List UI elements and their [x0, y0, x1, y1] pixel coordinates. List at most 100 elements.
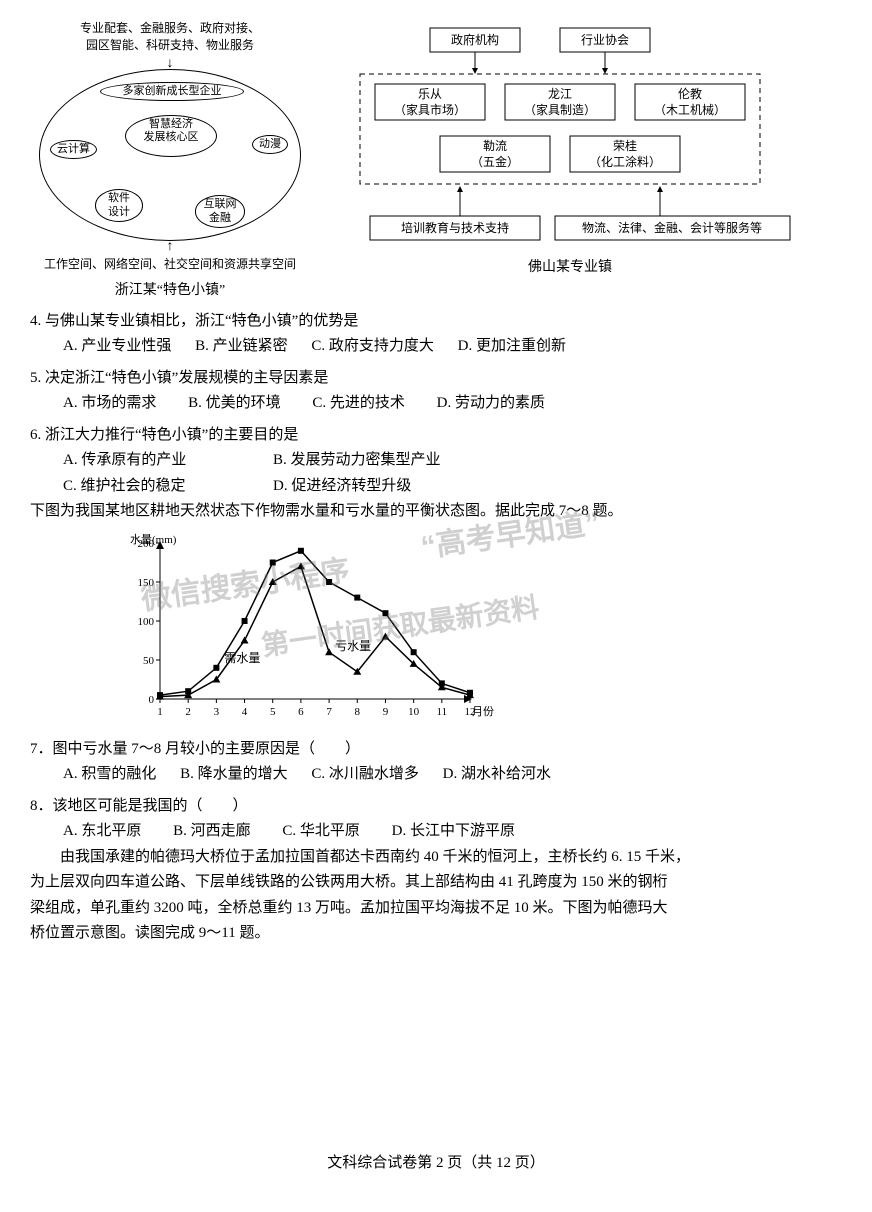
fs-lecong2: （家具市场） [394, 102, 466, 117]
q5-stem: 5. 决定浙江“特色小镇”发展规模的主导因素是 [30, 366, 842, 392]
zj-bottom-text: 工作空间、网络空间、社交空间和资源共享空间 [30, 256, 310, 273]
svg-text:100: 100 [138, 616, 155, 628]
zj-core-line1: 智慧经济 [149, 118, 193, 130]
q7-opt-A: A. 积雪的融化 [63, 762, 156, 788]
chart-svg: 050100150200123456789101112月份水量(mm)需水量亏水… [120, 531, 500, 731]
svg-text:11: 11 [437, 706, 448, 718]
q7-options: A. 积雪的融化 B. 降水量的增大 C. 冰川融水增多 D. 湖水补给河水 [63, 762, 842, 788]
diagram-row: 专业配套、金融服务、政府对接、 园区智能、科研支持、物业服务 ↓ 多家创新成长型… [30, 20, 842, 299]
svg-text:10: 10 [408, 706, 420, 718]
q4-options: A. 产业专业性强 B. 产业链紧密 C. 政府支持力度大 D. 更加注重创新 [63, 334, 842, 360]
up-arrow-icon: ↑ [30, 241, 310, 252]
svg-text:150: 150 [138, 577, 155, 589]
svg-text:4: 4 [242, 706, 248, 718]
fs-diagram: 政府机构 行业协会 乐从 （家具市场） 龙江 （家具制造） [320, 20, 820, 276]
q7-opt-B: B. 降水量的增大 [180, 762, 288, 788]
svg-text:5: 5 [270, 706, 276, 718]
down-arrow-icon: ↓ [30, 58, 310, 69]
question-6: 6. 浙江大力推行“特色小镇”的主要目的是 A. 传承原有的产业 B. 发展劳动… [30, 423, 842, 500]
svg-text:50: 50 [143, 655, 155, 667]
page-footer: 文科综合试卷第 2 页（共 12 页） [0, 1151, 872, 1172]
zj-br-line2: 金融 [209, 212, 231, 224]
zj-bl-node: 软件 设计 [95, 189, 143, 221]
svg-text:0: 0 [149, 694, 155, 706]
q78-intro: 下图为我国某地区耕地天然状态下作物需水量和亏水量的平衡状态图。据此完成 7～8 … [30, 499, 842, 525]
fs-longjiang1: 龙江 [548, 87, 572, 101]
q4-stem: 4. 与佛山某专业镇相比，浙江“特色小镇”的优势是 [30, 309, 842, 335]
q8-options: A. 东北平原 B. 河西走廊 C. 华北平原 D. 长江中下游平原 [63, 819, 842, 845]
q4-opt-A: A. 产业专业性强 [63, 334, 171, 360]
q911-l2: 为上层双向四车道公路、下层单线铁路的公铁两用大桥。其上部结构由 41 孔跨度为 … [30, 870, 842, 896]
fs-gov: 政府机构 [451, 32, 499, 47]
fs-lunjiao1: 伦教 [678, 86, 702, 101]
q5-opt-C: C. 先进的技术 [312, 391, 405, 417]
zj-diagram: 专业配套、金融服务、政府对接、 园区智能、科研支持、物业服务 ↓ 多家创新成长型… [30, 20, 310, 299]
q5-opt-A: A. 市场的需求 [63, 391, 156, 417]
zj-top-line1: 专业配套、金融服务、政府对接、 [80, 21, 260, 35]
water-chart: 050100150200123456789101112月份水量(mm)需水量亏水… [120, 531, 842, 731]
zj-outer-label: 多家创新成长型企业 [100, 82, 244, 101]
zj-left-node: 云计算 [50, 140, 97, 159]
zj-bl-line2: 设计 [108, 206, 130, 218]
q4-opt-C: C. 政府支持力度大 [311, 334, 434, 360]
q6-opt-C: C. 维护社会的稳定 [63, 474, 273, 500]
fs-service: 物流、法律、金融、会计等服务等 [582, 220, 762, 235]
fs-longjiang2: （家具制造） [524, 102, 596, 117]
zj-br-line1: 互联网 [204, 198, 237, 210]
q4-opt-B: B. 产业链紧密 [195, 334, 288, 360]
q911-l3: 梁组成，单孔重约 3200 吨，全桥总重约 13 万吨。孟加拉国平均海拔不足 1… [30, 896, 842, 922]
svg-text:7: 7 [326, 706, 332, 718]
fs-ronggui2: （化工涂料） [589, 154, 661, 169]
q911-l4: 桥位置示意图。读图完成 9～11 题。 [30, 921, 842, 947]
question-7: 7．图中亏水量 7～8 月较小的主要原因是（ ） A. 积雪的融化 B. 降水量… [30, 737, 842, 788]
zj-right-node: 动漫 [252, 135, 288, 154]
question-5: 5. 决定浙江“特色小镇”发展规模的主导因素是 A. 市场的需求 B. 优美的环… [30, 366, 842, 417]
fs-ronggui1: 荣桂 [613, 138, 637, 153]
zj-br-node: 互联网 金融 [195, 195, 245, 227]
q6-opt-D: D. 促进经济转型升级 [273, 474, 483, 500]
fs-leliu2: （五金） [471, 154, 519, 169]
svg-text:3: 3 [214, 706, 220, 718]
question-8: 8．该地区可能是我国的（ ） A. 东北平原 B. 河西走廊 C. 华北平原 D… [30, 794, 842, 845]
zj-ellipse: 多家创新成长型企业 智慧经济 发展核心区 云计算 动漫 软件 设计 互联网 金融 [39, 69, 301, 241]
fs-leliu1: 勒流 [483, 139, 507, 153]
fs-lecong1: 乐从 [418, 87, 442, 101]
fs-train: 培训教育与技术支持 [401, 220, 509, 235]
q8-opt-D: D. 长江中下游平原 [392, 819, 515, 845]
q5-opt-D: D. 劳动力的素质 [437, 391, 545, 417]
svg-text:8: 8 [355, 706, 361, 718]
zj-core: 智慧经济 发展核心区 [125, 115, 217, 157]
question-4: 4. 与佛山某专业镇相比，浙江“特色小镇”的优势是 A. 产业专业性强 B. 产… [30, 309, 842, 360]
svg-text:9: 9 [383, 706, 389, 718]
svg-text:月份: 月份 [472, 705, 494, 718]
q8-opt-B: B. 河西走廊 [173, 819, 251, 845]
q8-opt-A: A. 东北平原 [63, 819, 141, 845]
zj-top-line2: 园区智能、科研支持、物业服务 [86, 38, 254, 52]
svg-text:亏水量: 亏水量 [335, 639, 371, 653]
q5-opt-B: B. 优美的环境 [188, 391, 281, 417]
zj-bl-line1: 软件 [108, 192, 130, 204]
fs-assoc: 行业协会 [581, 32, 629, 47]
svg-text:需水量: 需水量 [224, 651, 260, 665]
zj-caption: 浙江某“特色小镇” [30, 279, 310, 299]
q6-options: A. 传承原有的产业 B. 发展劳动力密集型产业 C. 维护社会的稳定 D. 促… [63, 448, 842, 499]
svg-text:水量(mm): 水量(mm) [130, 533, 177, 546]
fs-lunjiao2: （木工机械） [654, 102, 726, 117]
q6-opt-A: A. 传承原有的产业 [63, 448, 273, 474]
zj-core-line2: 发展核心区 [144, 131, 199, 143]
q911-l1: 由我国承建的帕德玛大桥位于孟加拉国首都达卡西南约 40 千米的恒河上，主桥长约 … [30, 845, 842, 871]
svg-text:1: 1 [157, 706, 163, 718]
fs-caption: 佛山某专业镇 [320, 256, 820, 276]
fs-svg: 政府机构 行业协会 乐从 （家具市场） 龙江 （家具制造） [330, 20, 810, 250]
q6-stem: 6. 浙江大力推行“特色小镇”的主要目的是 [30, 423, 842, 449]
q8-opt-C: C. 华北平原 [282, 819, 360, 845]
q5-options: A. 市场的需求 B. 优美的环境 C. 先进的技术 D. 劳动力的素质 [63, 391, 842, 417]
q7-stem: 7．图中亏水量 7～8 月较小的主要原因是（ ） [30, 737, 842, 763]
q911-intro: 由我国承建的帕德玛大桥位于孟加拉国首都达卡西南约 40 千米的恒河上，主桥长约 … [30, 845, 842, 947]
q4-opt-D: D. 更加注重创新 [458, 334, 566, 360]
q7-opt-D: D. 湖水补给河水 [443, 762, 551, 788]
q6-opt-B: B. 发展劳动力密集型产业 [273, 448, 483, 474]
q8-stem: 8．该地区可能是我国的（ ） [30, 794, 842, 820]
svg-text:6: 6 [298, 706, 304, 718]
zj-top-text: 专业配套、金融服务、政府对接、 园区智能、科研支持、物业服务 [30, 20, 310, 54]
